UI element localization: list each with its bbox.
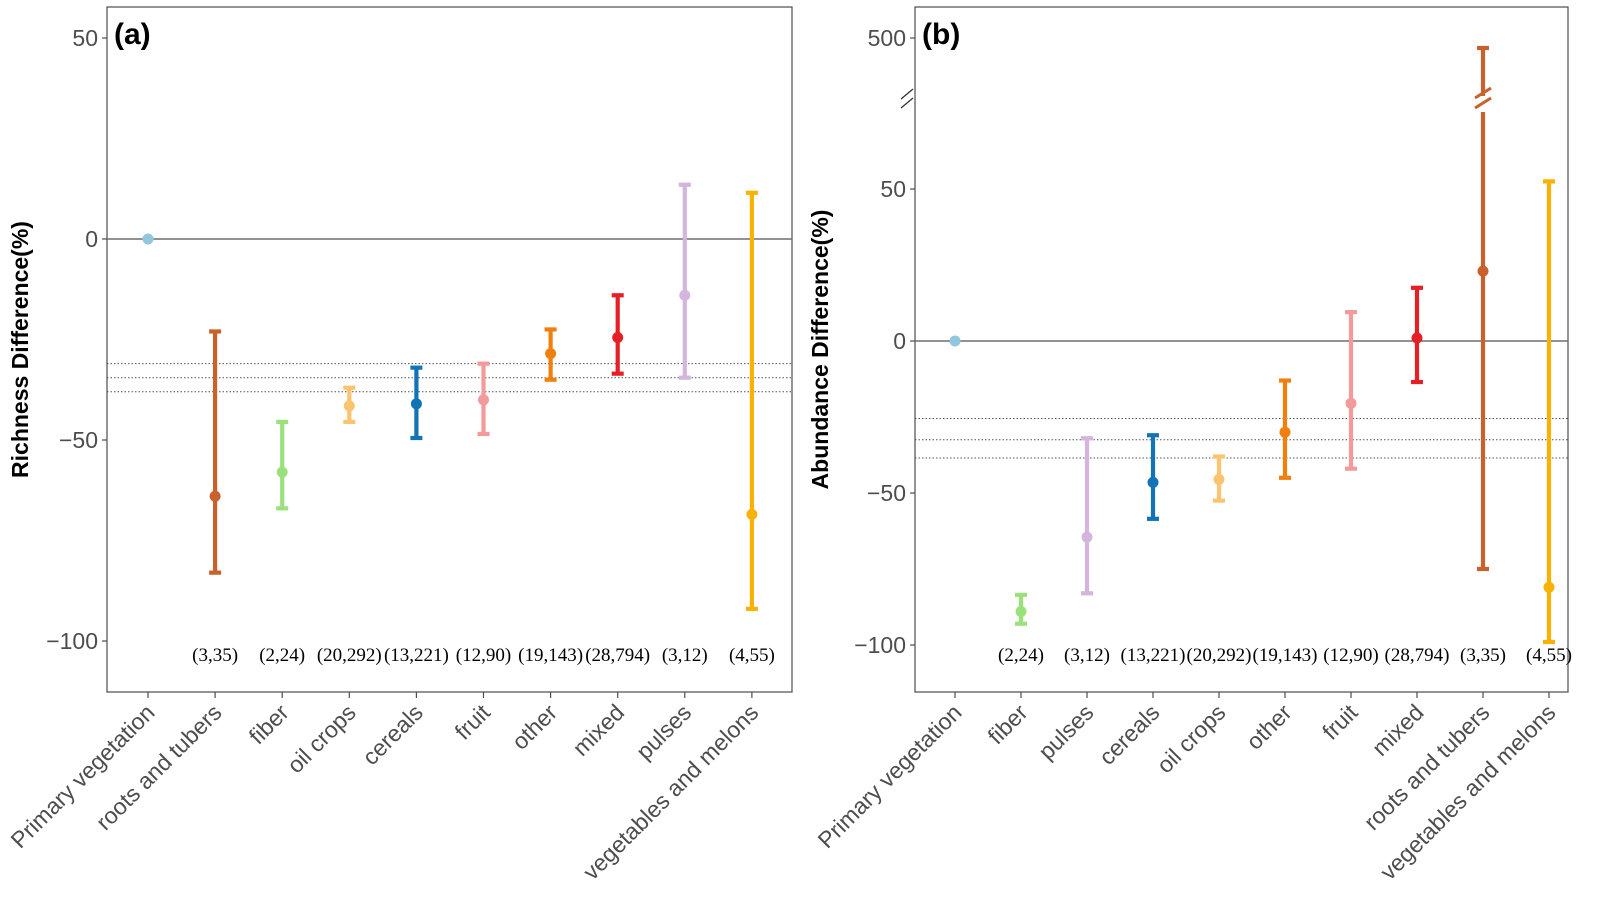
data-point xyxy=(1147,476,1159,488)
sample-size-label: (12,90) xyxy=(1323,645,1378,666)
y-axis-title: Richness Difference(%) xyxy=(7,221,33,478)
sample-size-label: (3,35) xyxy=(192,645,238,666)
y-tick-label: 0 xyxy=(85,226,98,252)
data-point xyxy=(1543,581,1555,593)
data-point xyxy=(209,490,221,502)
sample-size-label: (3,12) xyxy=(662,645,708,666)
sample-size-label: (12,90) xyxy=(456,645,511,666)
data-point xyxy=(1213,473,1225,485)
sample-size-label: (2,24) xyxy=(998,645,1044,666)
data-point xyxy=(746,508,758,520)
data-point xyxy=(1411,332,1423,344)
error-bar-break xyxy=(1474,96,1492,110)
y-tick-label: −50 xyxy=(59,427,98,453)
data-point xyxy=(949,335,961,347)
panel-label: (a) xyxy=(114,18,151,51)
data-point xyxy=(1015,606,1027,618)
y-axis-title: Abundance Difference(%) xyxy=(807,210,833,490)
x-tick-label: cereals xyxy=(357,699,428,770)
data-point xyxy=(1081,531,1093,543)
sample-size-label: (4,55) xyxy=(1526,645,1572,666)
x-tick-label: Primary vegetation xyxy=(813,699,967,853)
x-tick-label: other xyxy=(507,699,563,755)
sample-size-label: (13,221) xyxy=(1121,645,1186,666)
x-tick-label: mixed xyxy=(567,699,629,761)
sample-size-label: (19,143) xyxy=(1253,645,1318,666)
y-tick-label: 500 xyxy=(868,25,906,51)
data-point xyxy=(545,348,557,360)
x-tick-label: pulses xyxy=(631,699,696,764)
x-tick-label: roots and tubers xyxy=(91,699,227,835)
y-tick-label: −100 xyxy=(46,628,98,654)
x-tick-label: fruit xyxy=(450,699,496,745)
sample-size-label: (3,12) xyxy=(1064,645,1110,666)
y-tick-label: 0 xyxy=(893,328,906,354)
x-tick-label: pulses xyxy=(1033,699,1098,764)
data-point xyxy=(1345,397,1357,409)
panel-label: (b) xyxy=(922,18,960,51)
sample-size-label: (19,143) xyxy=(518,645,583,666)
sample-size-label: (2,24) xyxy=(259,645,305,666)
plot-frame xyxy=(914,6,1569,693)
x-tick-label: oil crops xyxy=(282,699,361,778)
x-tick-label: fruit xyxy=(1317,699,1363,745)
data-point xyxy=(343,400,355,412)
data-point xyxy=(142,233,154,245)
x-tick-label: other xyxy=(1241,699,1297,755)
y-tick-label: 50 xyxy=(880,176,906,202)
sample-size-label: (28,794) xyxy=(1385,645,1450,666)
data-point xyxy=(679,289,691,301)
plot-frame xyxy=(106,6,793,693)
axis-break-mark xyxy=(900,88,914,100)
sample-size-label: (4,55) xyxy=(729,645,775,666)
data-point xyxy=(276,466,288,478)
sample-size-label: (13,221) xyxy=(384,645,449,666)
data-point xyxy=(1279,426,1291,438)
data-point xyxy=(1477,265,1489,277)
sample-size-label: (3,35) xyxy=(1460,645,1506,666)
axis-break-mark xyxy=(900,97,914,109)
x-tick-label: oil crops xyxy=(1152,699,1231,778)
error-bar-break xyxy=(1474,86,1492,100)
y-tick-label: −50 xyxy=(867,480,906,506)
y-tick-label: 50 xyxy=(72,25,98,51)
data-point xyxy=(478,394,489,406)
x-tick-label: mixed xyxy=(1367,699,1429,761)
sample-size-label: (20,292) xyxy=(317,645,382,666)
y-tick-label: −100 xyxy=(854,632,906,658)
x-tick-label: fiber xyxy=(983,699,1033,749)
sample-size-label: (28,794) xyxy=(585,645,650,666)
data-point xyxy=(612,331,624,343)
x-tick-label: fiber xyxy=(244,699,294,749)
sample-size-label: (20,292) xyxy=(1187,645,1252,666)
data-point xyxy=(410,398,422,410)
